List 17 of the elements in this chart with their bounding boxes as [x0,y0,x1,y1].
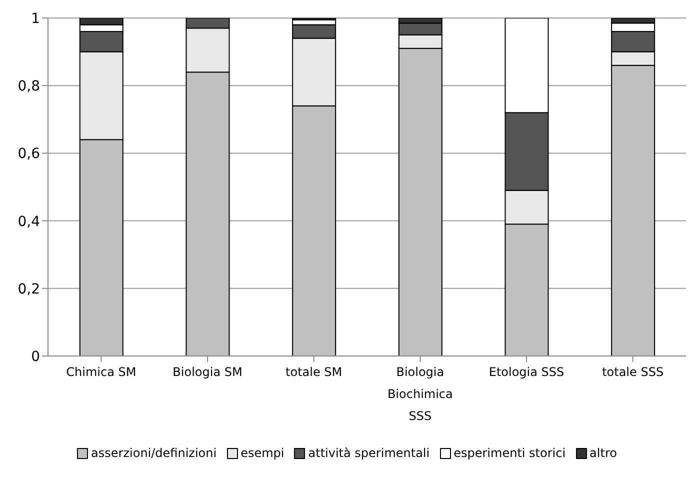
y-tick-label: 0,6 [18,146,40,162]
legend-label: esperimenti storici [454,446,566,460]
legend-label: esempi [240,446,284,460]
x-tick-label: Biologia SM [172,365,242,379]
y-tick-label: 0,8 [18,78,40,95]
x-tick-label: totale SSS [602,365,664,379]
x-tick-label: Etologia SSS [488,365,564,379]
legend-label: asserzioni/definizioni [91,446,217,460]
legend-label: attività sperimentali [308,446,430,460]
y-tick-label: 1 [31,10,40,27]
x-tick-label: totale SM [286,365,342,379]
x-tick-label: Biologia Biochimica SSS [387,365,453,423]
x-tick-label: Chimica SM [66,365,136,379]
y-tick-label: 0,4 [18,214,40,230]
y-tick-label: 0 [31,348,40,365]
y-tick-label: 0,2 [18,281,40,298]
legend-label: altro [590,446,617,460]
